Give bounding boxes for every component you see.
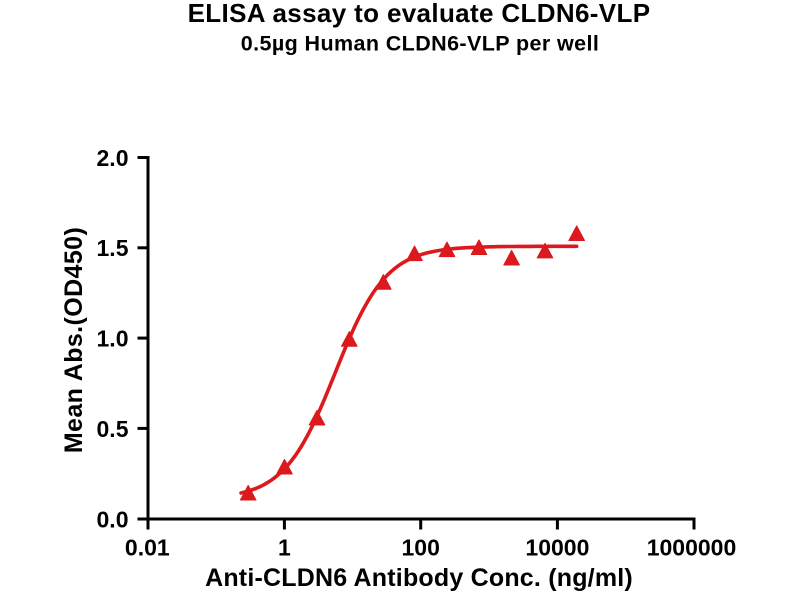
svg-text:2.0: 2.0 bbox=[97, 145, 129, 171]
svg-text:1.5: 1.5 bbox=[97, 235, 129, 261]
svg-text:0.01: 0.01 bbox=[125, 535, 170, 561]
svg-text:0.0: 0.0 bbox=[97, 506, 129, 532]
svg-text:1.0: 1.0 bbox=[97, 326, 129, 352]
svg-text:Anti-CLDN6 Antibody Conc. (ng/: Anti-CLDN6 Antibody Conc. (ng/ml) bbox=[205, 564, 633, 592]
svg-text:10000: 10000 bbox=[525, 535, 589, 561]
svg-text:Mean Abs.(OD450): Mean Abs.(OD450) bbox=[60, 227, 88, 453]
svg-text:ELISA assay to evaluate CLDN6-: ELISA assay to evaluate CLDN6-VLP bbox=[188, 0, 651, 28]
svg-text:0.5µg Human CLDN6-VLP per well: 0.5µg Human CLDN6-VLP per well bbox=[241, 32, 600, 56]
svg-text:1: 1 bbox=[278, 535, 291, 561]
svg-text:1000000: 1000000 bbox=[647, 535, 737, 561]
svg-text:0.5: 0.5 bbox=[97, 416, 129, 442]
svg-text:100: 100 bbox=[402, 535, 440, 561]
